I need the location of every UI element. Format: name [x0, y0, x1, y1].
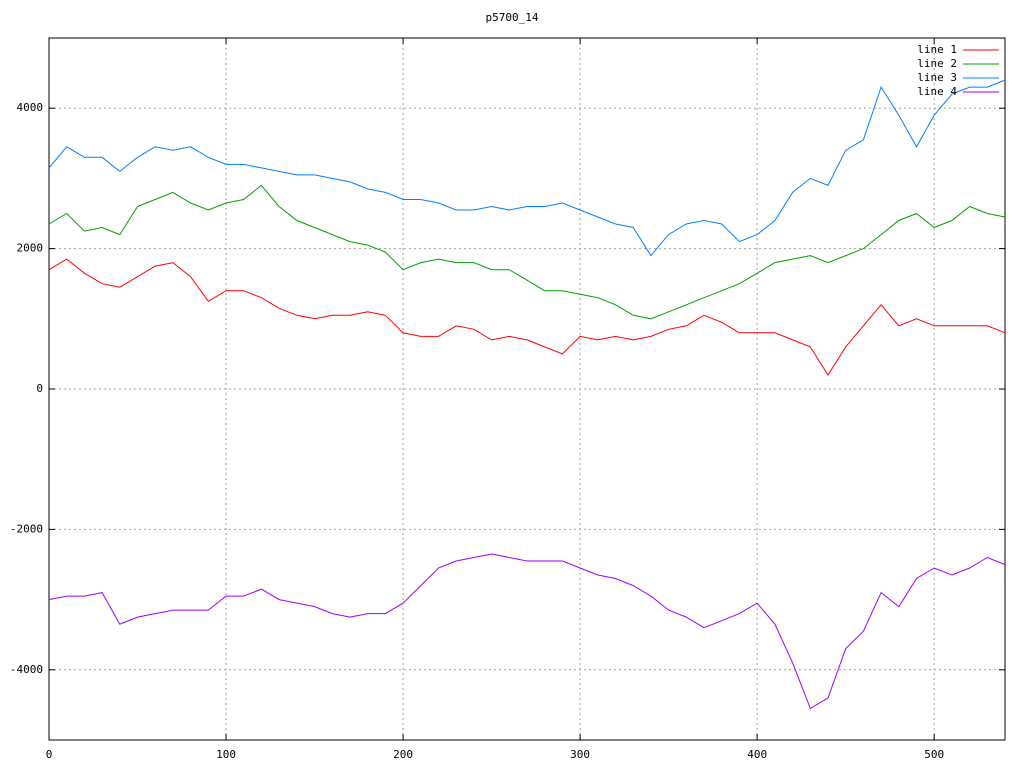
x-tick-label: 200: [393, 748, 413, 761]
x-tick-label: 0: [46, 748, 53, 761]
x-tick-label: 500: [924, 748, 944, 761]
x-tick-label: 300: [570, 748, 590, 761]
legend-label: line 3: [917, 71, 957, 84]
legend-label: line 1: [917, 43, 957, 56]
series-line: [48, 553, 1006, 710]
plot-border: [48, 37, 1006, 741]
x-tick-label: 400: [747, 748, 767, 761]
y-tick-label: 2000: [17, 242, 44, 255]
y-tick-label: -2000: [10, 522, 43, 535]
x-tick-label: 100: [216, 748, 236, 761]
y-tick-label: 4000: [17, 101, 44, 114]
y-tick-label: -4000: [10, 663, 43, 676]
series-line: [48, 184, 1006, 320]
legend-label: line 2: [917, 57, 957, 70]
chart-title: p5700_14: [486, 11, 539, 24]
series-line: [48, 258, 1006, 376]
legend-label: line 4: [917, 85, 957, 98]
series-line: [48, 79, 1006, 257]
y-tick-label: 0: [36, 382, 43, 395]
